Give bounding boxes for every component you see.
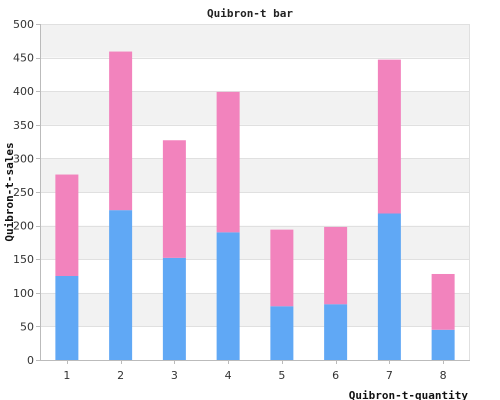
y-tick-label: 150	[13, 253, 34, 266]
bar-segment-series-1	[324, 304, 348, 360]
bar-segment-series-2	[162, 140, 186, 258]
y-tick-label: 250	[13, 186, 34, 199]
grid-band	[40, 326, 470, 360]
y-tick-label: 400	[13, 85, 34, 98]
bar-segment-series-2	[324, 226, 348, 305]
y-axis-title: Quibron-t-sales	[3, 142, 16, 241]
bar-segment-series-1	[109, 210, 133, 360]
y-tick-label: 450	[13, 52, 34, 65]
bar-segment-series-1	[216, 232, 240, 360]
x-tick-label: 6	[332, 369, 339, 382]
bar-segment-series-1	[162, 257, 186, 360]
x-tick-label: 7	[386, 369, 393, 382]
y-tick-label: 200	[13, 220, 34, 233]
bar-segment-series-2	[270, 229, 294, 307]
x-tick-labels: 1 2 3 4 5 6 7 8	[63, 369, 446, 382]
grid-band	[40, 91, 470, 125]
y-tick-label: 50	[20, 320, 34, 333]
x-tick-label: 3	[171, 369, 178, 382]
chart-title: Quibron-t bar	[207, 7, 293, 20]
grid-band	[40, 57, 470, 92]
x-axis-title: Quibron-t-quantity	[349, 389, 469, 400]
x-tick-label: 5	[278, 369, 285, 382]
bar-segment-series-1	[55, 276, 79, 360]
grid-band	[40, 158, 470, 192]
y-tick-labels: 0 50 100 150 200 250 300 350 400 450 500	[13, 18, 34, 367]
bar-segment-series-2	[431, 273, 455, 330]
y-tick-label: 300	[13, 152, 34, 165]
grid-band	[40, 124, 470, 159]
x-tick-label: 8	[440, 369, 447, 382]
grid-band	[40, 225, 470, 260]
bar-segment-series-1	[270, 306, 294, 360]
bar-segment-series-1	[431, 329, 455, 360]
x-tick-label: 4	[225, 369, 232, 382]
bar-segment-series-2	[216, 91, 240, 233]
x-tick-label: 2	[117, 369, 124, 382]
bars	[55, 51, 455, 360]
grid-band	[40, 259, 470, 293]
bar-segment-series-1	[377, 213, 401, 360]
bar-segment-series-2	[377, 59, 401, 214]
grid-band	[40, 192, 470, 226]
y-tick-label: 500	[13, 18, 34, 31]
axes	[36, 24, 470, 364]
y-tick-label: 0	[27, 354, 34, 367]
bar-segment-series-2	[55, 174, 79, 276]
y-tick-label: 350	[13, 119, 34, 132]
x-tick-label: 1	[63, 369, 70, 382]
grid-band	[40, 24, 470, 58]
bar-segment-series-2	[109, 51, 133, 211]
grid-band	[40, 292, 470, 327]
y-tick-label: 100	[13, 287, 34, 300]
